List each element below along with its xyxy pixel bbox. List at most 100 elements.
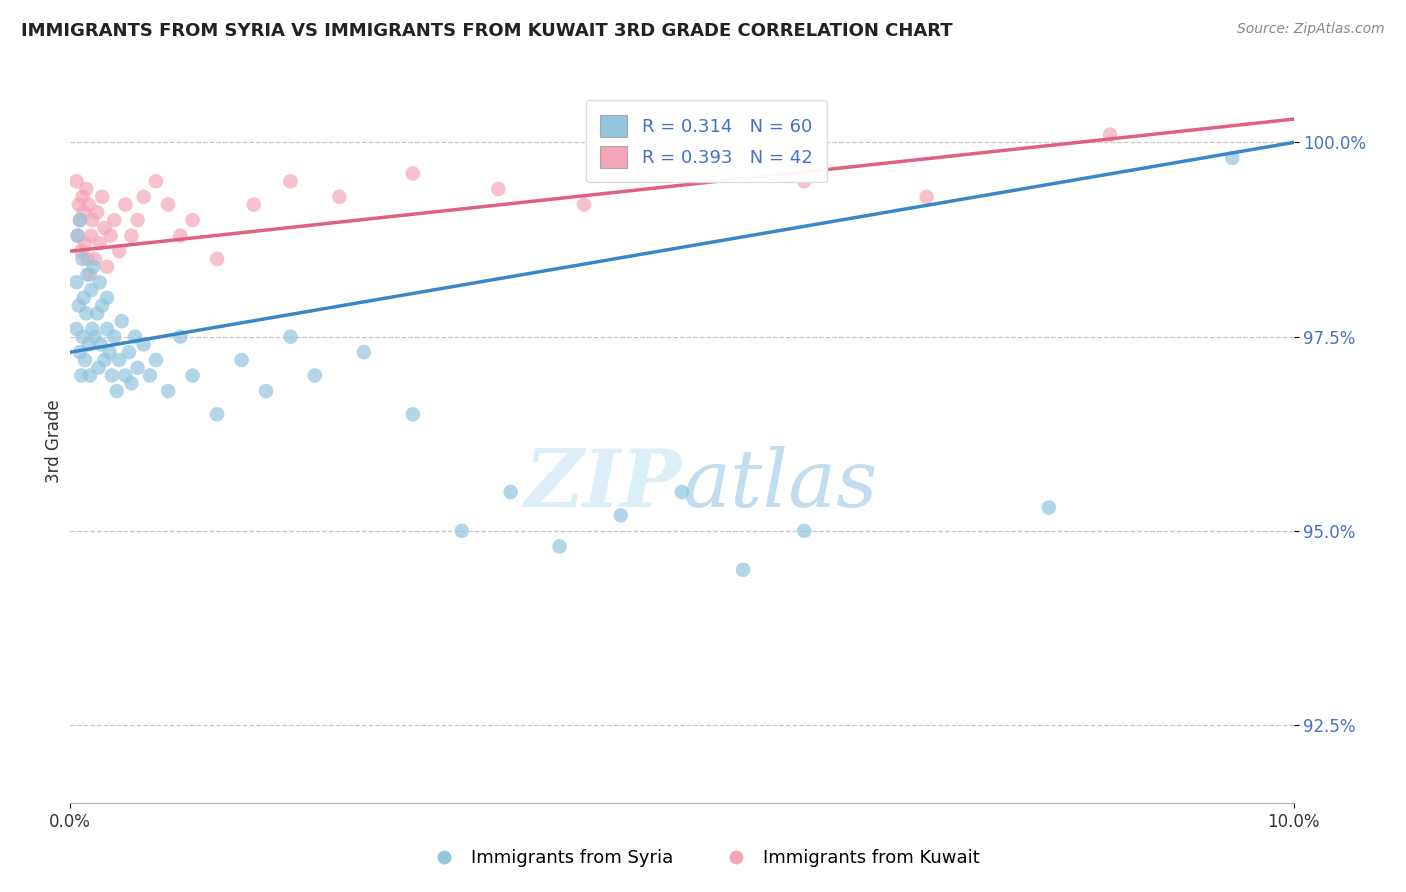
Legend: R = 0.314   N = 60, R = 0.393   N = 42: R = 0.314 N = 60, R = 0.393 N = 42 [586, 100, 827, 182]
Point [254, 384, 277, 398]
Point [181, 213, 204, 227]
Point [65, 322, 87, 336]
Point [118, 345, 141, 359]
Point [73, 205, 96, 219]
Point [66, 228, 89, 243]
Point [205, 408, 228, 422]
Point [75, 306, 97, 320]
Point [108, 244, 131, 259]
Point [243, 197, 266, 211]
Point [731, 563, 754, 577]
Point [86, 205, 108, 219]
Point [100, 228, 122, 243]
Point [157, 384, 180, 398]
Point [93, 220, 115, 235]
Point [402, 167, 425, 181]
Text: ZIP: ZIP [524, 446, 682, 524]
Point [82, 322, 104, 336]
Point [101, 368, 124, 383]
Point [1099, 128, 1122, 142]
Point [548, 540, 571, 554]
Point [671, 151, 693, 165]
Point [915, 190, 938, 204]
Point [79, 368, 101, 383]
Point [73, 291, 96, 305]
Point [145, 174, 167, 188]
Point [82, 213, 104, 227]
Point [1220, 151, 1243, 165]
Point [114, 368, 136, 383]
Point [793, 174, 815, 188]
Text: IMMIGRANTS FROM SYRIA VS IMMIGRANTS FROM KUWAIT 3RD GRADE CORRELATION CHART: IMMIGRANTS FROM SYRIA VS IMMIGRANTS FROM… [21, 22, 953, 40]
Point [328, 190, 350, 204]
Point [72, 252, 94, 266]
Point [96, 322, 118, 336]
Point [145, 353, 167, 368]
Point [69, 213, 91, 227]
Point [304, 368, 326, 383]
Point [67, 299, 90, 313]
Point [572, 197, 595, 211]
Point [114, 197, 136, 211]
Point [87, 360, 110, 375]
Point [205, 252, 228, 266]
Point [77, 337, 100, 351]
Point [499, 485, 522, 500]
Y-axis label: 3rd Grade: 3rd Grade [45, 400, 63, 483]
Point [75, 182, 97, 196]
Point [98, 345, 121, 359]
Point [280, 174, 302, 188]
Point [127, 213, 149, 227]
Point [73, 236, 96, 251]
Point [80, 228, 103, 243]
Point [76, 268, 98, 282]
Point [69, 213, 91, 227]
Point [83, 252, 105, 266]
Point [93, 353, 115, 368]
Point [89, 275, 111, 289]
Text: Source: ZipAtlas.com: Source: ZipAtlas.com [1237, 22, 1385, 37]
Point [72, 190, 94, 204]
Point [181, 368, 204, 383]
Point [105, 384, 128, 398]
Point [793, 524, 815, 538]
Point [73, 353, 96, 368]
Point [67, 197, 90, 211]
Point [1038, 500, 1060, 515]
Point [69, 345, 91, 359]
Point [77, 197, 100, 211]
Point [90, 337, 112, 351]
Point [169, 228, 191, 243]
Point [103, 329, 125, 343]
Point [450, 524, 472, 538]
Point [280, 329, 302, 343]
Point [91, 299, 114, 313]
Point [127, 360, 149, 375]
Point [488, 182, 510, 196]
Point [132, 337, 155, 351]
Point [108, 353, 131, 368]
Point [139, 368, 162, 383]
Point [86, 306, 108, 320]
Point [79, 268, 101, 282]
Legend: Immigrants from Syria, Immigrants from Kuwait: Immigrants from Syria, Immigrants from K… [419, 842, 987, 874]
Point [96, 291, 118, 305]
Point [231, 353, 253, 368]
Point [353, 345, 375, 359]
Point [671, 485, 693, 500]
Point [121, 228, 143, 243]
Point [65, 275, 87, 289]
Point [610, 508, 633, 523]
Point [80, 283, 103, 297]
Point [89, 236, 111, 251]
Point [157, 197, 180, 211]
Point [96, 260, 118, 274]
Point [111, 314, 134, 328]
Point [72, 329, 94, 343]
Point [402, 408, 425, 422]
Point [103, 213, 125, 227]
Point [124, 329, 146, 343]
Point [121, 376, 143, 391]
Point [83, 260, 105, 274]
Point [66, 228, 89, 243]
